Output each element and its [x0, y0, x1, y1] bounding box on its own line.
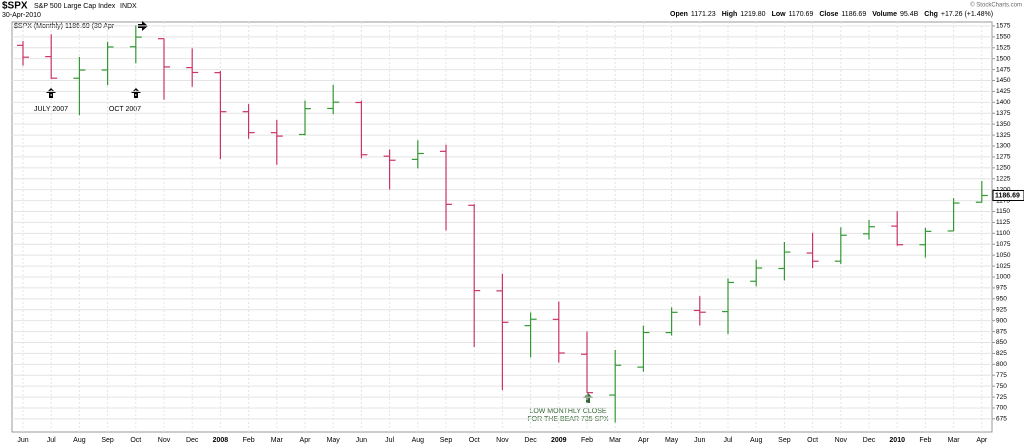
- y-tick-label: 1000: [996, 274, 1011, 281]
- x-tick-label: Feb: [581, 437, 593, 444]
- x-tick-label: Sep: [101, 437, 114, 444]
- exchange: INDX: [120, 3, 137, 10]
- x-tick-label: Jul: [385, 437, 394, 444]
- x-tick-label: Dec: [524, 437, 537, 444]
- annotation: OCT 2007: [109, 106, 141, 113]
- x-tick-label: Sep: [778, 437, 791, 444]
- y-tick-label: 1025: [996, 263, 1011, 270]
- y-tick-label: 975: [996, 285, 1007, 292]
- credit: © StockCharts.com: [970, 2, 1022, 9]
- annotation: JULY 2007: [34, 106, 68, 113]
- y-tick-label: 1425: [996, 88, 1011, 95]
- y-tick-label: 675: [996, 416, 1007, 423]
- y-tick-label: 875: [996, 328, 1007, 335]
- y-tick-label: 1100: [996, 230, 1010, 237]
- y-tick-label: 1375: [996, 110, 1011, 117]
- y-tick-label: 725: [996, 394, 1007, 401]
- y-tick-label: 775: [996, 372, 1007, 379]
- quote-label: Close: [819, 11, 838, 18]
- arrow: [131, 88, 141, 98]
- index-name: S&P 500 Large Cap Index: [34, 3, 116, 10]
- quote-value: 95.4B: [900, 11, 919, 18]
- quote-label: Low: [772, 11, 787, 18]
- x-tick-label: Mar: [271, 437, 284, 444]
- y-tick-label: 1200: [996, 186, 1011, 193]
- y-tick-label: 1125: [996, 219, 1010, 226]
- last-price-tag: [992, 189, 1024, 201]
- quote-label: High: [722, 11, 738, 18]
- x-tick-label: Aug: [412, 437, 425, 444]
- x-tick-label: May: [327, 437, 341, 444]
- y-tick-label: 1150: [996, 208, 1010, 215]
- symbol: $SPX: [2, 1, 28, 12]
- x-tick-label: Sep: [440, 437, 453, 444]
- x-tick-label: Apr: [976, 437, 988, 444]
- x-tick-label: May: [665, 437, 679, 444]
- date: 30-Apr-2010: [2, 12, 41, 19]
- y-tick-label: 1300: [996, 143, 1011, 150]
- x-tick-label: Oct: [130, 437, 141, 444]
- x-tick-label: Mar: [948, 437, 961, 444]
- y-tick-label: 1225: [996, 175, 1011, 182]
- y-tick-label: 700: [996, 405, 1007, 412]
- y-tick-label: 1050: [996, 252, 1011, 259]
- x-tick-label: Apr: [638, 437, 650, 444]
- x-tick-label: Dec: [863, 437, 876, 444]
- x-tick-label: Nov: [496, 437, 509, 444]
- quote-value: 1170.69: [789, 11, 814, 18]
- y-tick-label: 1575: [996, 23, 1011, 30]
- x-tick-label: Jun: [356, 437, 367, 444]
- y-tick-label: 1500: [996, 55, 1011, 62]
- quote-label: Chg: [924, 11, 938, 18]
- quote-label: Volume: [872, 11, 897, 18]
- x-tick-label: Aug: [750, 437, 763, 444]
- quote-label: Open: [670, 11, 688, 18]
- x-tick-label: Oct: [469, 437, 480, 444]
- x-tick-label: 2010: [889, 437, 905, 444]
- y-tick-label: 1075: [996, 241, 1011, 248]
- x-tick-label: 2008: [213, 437, 229, 444]
- x-tick-label: Feb: [919, 437, 931, 444]
- last-price-label: 1186.69: [995, 192, 1020, 199]
- quote-value: +17.26 (+1.48%): [941, 11, 993, 18]
- x-tick-label: Feb: [243, 437, 255, 444]
- annotation: LOW MONTHLY CLOSE: [529, 408, 606, 415]
- y-tick-label: 1450: [996, 77, 1011, 84]
- x-tick-label: 2009: [551, 437, 567, 444]
- y-tick-label: 900: [996, 317, 1007, 324]
- y-tick-label: 1525: [996, 44, 1011, 51]
- x-tick-label: Oct: [807, 437, 818, 444]
- y-tick-label: 825: [996, 350, 1007, 357]
- quote: Open 1171.23 High 1219.80 Low 1170.69 Close 118…: [670, 11, 993, 18]
- x-tick-label: Aug: [73, 437, 86, 444]
- x-tick-label: Apr: [300, 437, 312, 444]
- x-tick-label: Nov: [158, 437, 171, 444]
- y-tick-label: 950: [996, 296, 1007, 303]
- x-tick-label: Jun: [694, 437, 705, 444]
- quote-value: 1171.23: [691, 11, 716, 18]
- x-tick-label: Nov: [835, 437, 848, 444]
- y-tick-label: 1250: [996, 165, 1011, 172]
- y-tick-label: 1325: [996, 132, 1011, 139]
- quote-value: 1186.69: [841, 11, 866, 18]
- arrow: [583, 393, 593, 403]
- y-tick-label: 1275: [996, 154, 1011, 161]
- x-tick-label: Dec: [186, 437, 199, 444]
- y-tick-label: 1475: [996, 66, 1011, 73]
- arrow: [46, 88, 56, 98]
- quote-value: 1219.80: [740, 11, 765, 18]
- y-tick-label: 1400: [996, 99, 1011, 106]
- y-tick-label: 850: [996, 339, 1007, 346]
- y-tick-label: 1350: [996, 121, 1011, 128]
- x-tick-label: Jun: [17, 437, 28, 444]
- y-tick-label: 750: [996, 383, 1007, 390]
- y-tick-label: 800: [996, 361, 1007, 368]
- x-tick-label: Mar: [609, 437, 622, 444]
- x-tick-label: Jul: [47, 437, 56, 444]
- y-tick-label: 925: [996, 306, 1007, 313]
- x-tick-label: Jul: [724, 437, 733, 444]
- y-tick-label: 1550: [996, 34, 1011, 41]
